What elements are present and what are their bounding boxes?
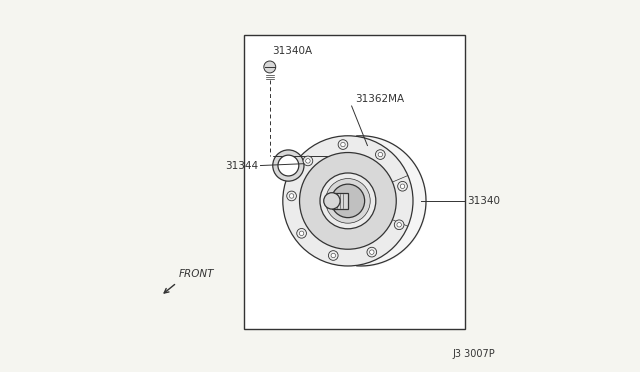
Circle shape xyxy=(331,184,365,218)
Circle shape xyxy=(367,247,376,257)
Circle shape xyxy=(397,222,401,227)
Text: 31340A: 31340A xyxy=(273,46,312,56)
Circle shape xyxy=(283,136,413,266)
Circle shape xyxy=(400,184,404,189)
Circle shape xyxy=(331,253,335,258)
Circle shape xyxy=(369,250,374,254)
Circle shape xyxy=(287,191,296,201)
Circle shape xyxy=(324,193,340,209)
Circle shape xyxy=(264,61,276,73)
Circle shape xyxy=(289,194,294,198)
Circle shape xyxy=(300,153,396,249)
Circle shape xyxy=(320,173,376,229)
Text: J3 3007P: J3 3007P xyxy=(452,349,495,359)
Circle shape xyxy=(328,251,338,260)
Circle shape xyxy=(278,155,299,176)
Circle shape xyxy=(340,142,345,147)
Circle shape xyxy=(397,182,407,191)
Circle shape xyxy=(326,179,370,223)
Circle shape xyxy=(273,150,304,181)
Circle shape xyxy=(394,220,404,230)
Circle shape xyxy=(300,231,304,235)
Bar xyxy=(244,35,465,329)
Circle shape xyxy=(338,140,348,150)
Text: 31344: 31344 xyxy=(225,161,259,170)
Circle shape xyxy=(376,150,385,159)
Circle shape xyxy=(303,156,313,166)
Circle shape xyxy=(297,228,307,238)
Polygon shape xyxy=(332,193,348,209)
Circle shape xyxy=(306,159,310,163)
Circle shape xyxy=(378,152,383,157)
Text: 31340: 31340 xyxy=(467,196,500,206)
Text: 31362MA: 31362MA xyxy=(355,94,404,104)
Text: FRONT: FRONT xyxy=(179,269,214,279)
